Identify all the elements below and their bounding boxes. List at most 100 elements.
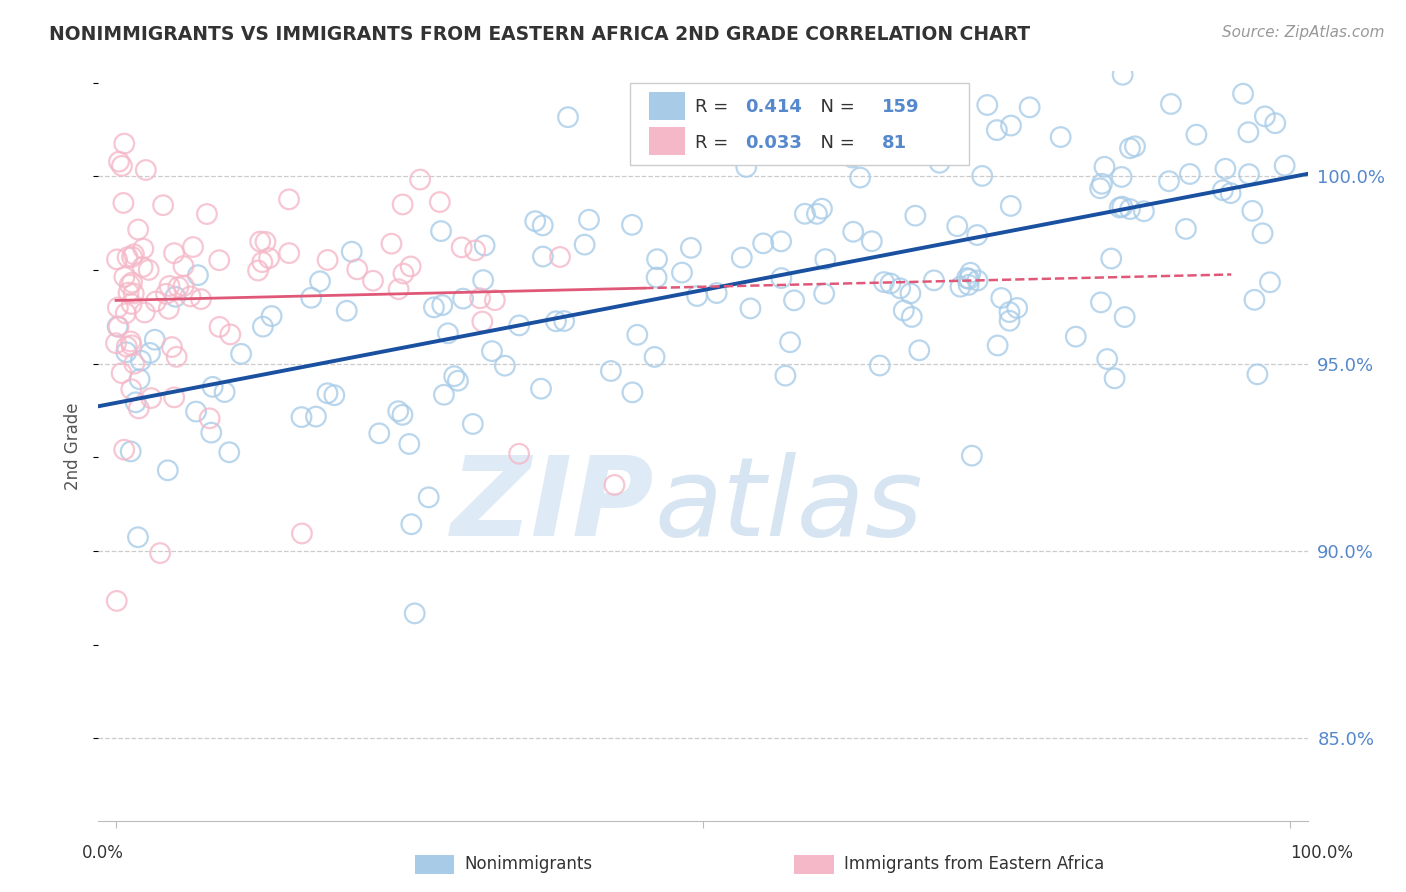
Text: N =: N = (810, 98, 860, 116)
Point (179, 289, 201, 303)
Point (1254, 109, 1277, 123)
Point (600, 364, 623, 378)
Text: R =: R = (695, 134, 734, 152)
Point (806, 207, 828, 221)
Point (249, 235, 271, 249)
Point (1241, 203, 1264, 218)
Point (484, 293, 506, 308)
Point (1243, 293, 1265, 307)
Point (494, 359, 516, 373)
Text: Immigrants from Eastern Africa: Immigrants from Eastern Africa (844, 855, 1104, 873)
Point (122, 357, 145, 371)
Text: R =: R = (695, 98, 734, 116)
Point (195, 207, 218, 221)
Point (163, 246, 186, 260)
Point (524, 214, 547, 228)
Text: ZIP: ZIP (451, 452, 655, 559)
Point (309, 274, 332, 288)
Point (972, 169, 994, 183)
Point (117, 285, 139, 300)
Point (770, 271, 793, 285)
Point (1225, 50, 1247, 64)
Text: 81: 81 (882, 134, 907, 152)
Point (966, 273, 988, 287)
Point (346, 262, 368, 277)
Point (959, 266, 981, 280)
Point (966, 228, 988, 243)
Point (553, 314, 575, 328)
Point (544, 314, 567, 328)
Point (122, 286, 145, 301)
Point (418, 491, 440, 505)
Point (409, 172, 432, 186)
Point (167, 280, 190, 294)
Point (1160, 97, 1182, 112)
Text: 0.0%: 0.0% (82, 844, 124, 862)
Point (112, 196, 135, 211)
Point (960, 449, 983, 463)
Point (105, 252, 128, 267)
Point (218, 445, 240, 459)
Point (1178, 167, 1201, 181)
Point (779, 335, 801, 350)
Point (468, 291, 491, 305)
Point (155, 286, 177, 301)
Point (138, 263, 160, 277)
Point (998, 314, 1021, 328)
Point (108, 154, 131, 169)
Point (131, 260, 153, 274)
Point (530, 382, 553, 396)
Point (1246, 368, 1268, 382)
Point (1237, 167, 1260, 181)
FancyBboxPatch shape (630, 83, 969, 165)
Point (976, 98, 998, 112)
Point (922, 273, 945, 287)
Point (472, 273, 495, 287)
Point (1111, 68, 1133, 82)
Point (143, 333, 166, 347)
Point (380, 236, 402, 251)
Point (219, 327, 242, 342)
Point (208, 253, 231, 268)
Point (114, 306, 136, 320)
Point (873, 275, 896, 289)
Point (1258, 275, 1281, 289)
Point (361, 274, 384, 288)
Point (1000, 119, 1022, 133)
Point (945, 128, 967, 142)
Point (1237, 125, 1260, 139)
Point (105, 336, 128, 351)
Point (574, 237, 596, 252)
Point (1049, 130, 1071, 145)
Point (1091, 177, 1114, 191)
Point (156, 463, 179, 477)
Bar (648, 92, 685, 120)
Point (904, 209, 927, 223)
Point (578, 212, 600, 227)
Text: Nonimmigrants: Nonimmigrants (464, 855, 592, 873)
Point (813, 286, 835, 301)
Point (252, 319, 274, 334)
Point (117, 250, 139, 264)
Point (398, 437, 420, 451)
Point (125, 395, 148, 409)
Point (157, 301, 180, 316)
Point (1157, 174, 1180, 188)
Point (392, 267, 415, 281)
Point (201, 380, 224, 394)
Point (132, 242, 155, 256)
Point (735, 160, 758, 174)
Point (1111, 169, 1133, 184)
Point (208, 320, 231, 334)
Point (531, 250, 554, 264)
Point (1111, 200, 1133, 214)
Point (508, 447, 530, 461)
Point (121, 250, 143, 264)
Point (433, 388, 456, 402)
Text: 100.0%: 100.0% (1291, 844, 1353, 862)
Point (437, 326, 460, 341)
Point (160, 340, 183, 354)
Point (900, 286, 922, 301)
Point (214, 385, 236, 400)
Point (1232, 87, 1254, 101)
